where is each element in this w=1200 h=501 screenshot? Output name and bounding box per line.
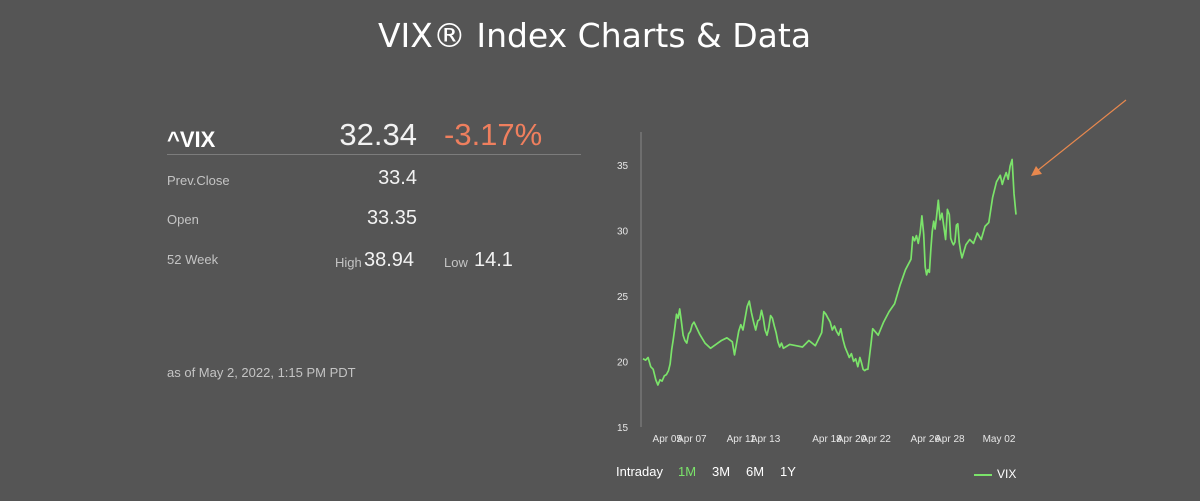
x-tick-label: Apr 07: [677, 434, 707, 445]
week52-label: 52 Week: [167, 252, 219, 267]
week52-low-value: 14.1: [474, 249, 513, 271]
page-title: VIX® Index Charts & Data: [377, 16, 812, 55]
open-value: 33.35: [366, 207, 417, 229]
x-tick-label: Apr 11: [727, 434, 756, 445]
change-percent: -3.17%: [444, 117, 543, 152]
y-tick-label: 30: [617, 226, 629, 237]
range-3m-button[interactable]: 3M: [712, 464, 731, 479]
range-1y-button[interactable]: 1Y: [780, 464, 796, 479]
x-tick-label: May 02: [983, 434, 1016, 445]
range-6m-button[interactable]: 6M: [746, 464, 765, 479]
x-tick-label: Apr 26: [911, 434, 941, 445]
y-tick-label: 15: [617, 423, 629, 434]
week52-high-label: High: [335, 255, 362, 270]
x-tick-label: Apr 22: [861, 434, 891, 445]
annotation-arrow: [1031, 99, 1127, 176]
quote-divider: [167, 154, 581, 155]
y-tick-label: 20: [617, 357, 629, 368]
y-tick-label: 35: [617, 161, 629, 172]
prev-close-label: Prev.Close: [167, 173, 230, 188]
legend-swatch: [974, 474, 992, 476]
open-label: Open: [167, 212, 199, 227]
vix-series-line: [642, 158, 1017, 386]
x-tick-label: Apr 28: [935, 434, 965, 445]
x-tick-label: Apr 18: [812, 434, 842, 445]
legend-label: VIX: [997, 467, 1017, 481]
week52-low-label: Low: [444, 255, 468, 270]
x-tick-label: Apr 13: [751, 434, 781, 445]
as-of-timestamp: as of May 2, 2022, 1:15 PM PDT: [167, 365, 356, 380]
x-tick-label: Apr 05: [653, 434, 683, 445]
ticker-symbol: ^VIX: [167, 127, 216, 152]
x-tick-label: Apr 20: [837, 434, 867, 445]
y-axis-ticks: 15 20 25 30 35: [617, 161, 629, 434]
y-tick-label: 25: [617, 292, 629, 303]
week52-high-value: 38.94: [364, 249, 415, 271]
last-price: 32.34: [339, 117, 417, 152]
prev-close-value: 33.4: [378, 167, 417, 189]
range-1m-button[interactable]: 1M: [678, 464, 697, 479]
range-intraday-button[interactable]: Intraday: [616, 464, 663, 479]
